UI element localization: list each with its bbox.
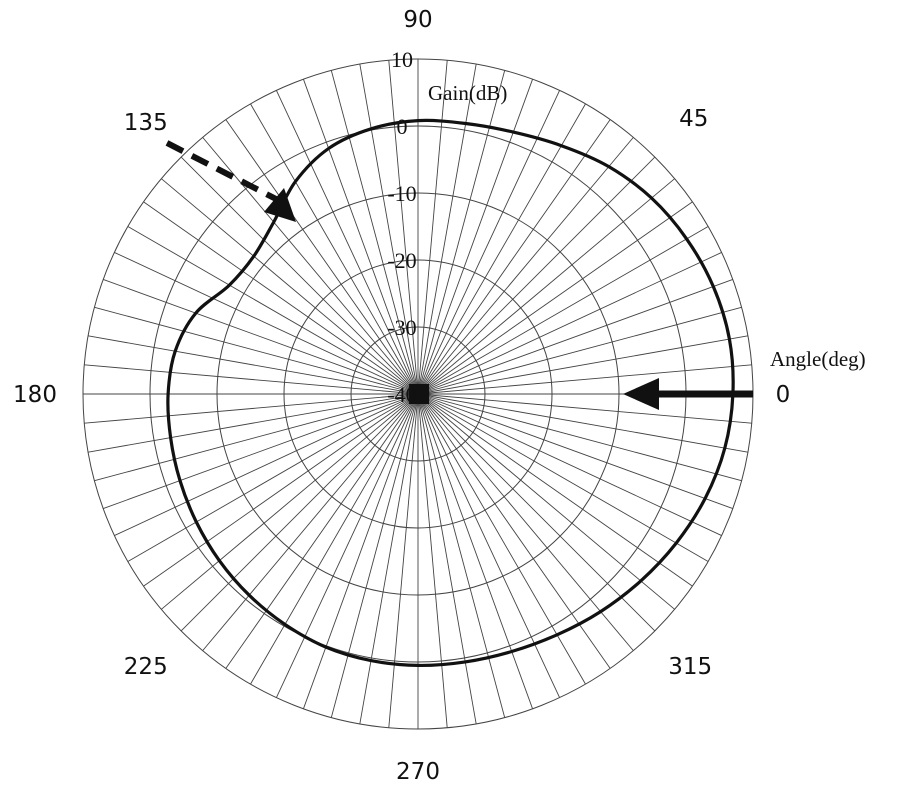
grid-spoke — [417, 306, 742, 395]
grid-ring — [216, 192, 620, 596]
grid-spoke — [114, 252, 419, 395]
angle-tick-label: 0 — [776, 382, 791, 408]
dashed-arrow-head — [264, 188, 296, 222]
grid-spoke — [417, 393, 675, 610]
grid-spoke — [225, 119, 419, 395]
grid-spoke — [417, 156, 656, 395]
angle-tick-label: 135 — [124, 110, 168, 136]
radial-tick-label: -20 — [387, 248, 416, 273]
grid-spoke — [417, 364, 752, 395]
grid-ring — [283, 259, 553, 529]
grid-spoke — [103, 393, 419, 509]
angular-axis-title: Angle(deg) — [770, 347, 866, 371]
grid-spoke — [417, 335, 748, 395]
grid-spokes — [83, 59, 753, 729]
grid-spoke — [180, 156, 419, 395]
grid-spoke — [417, 393, 506, 718]
radial-tick-label: 10 — [391, 47, 413, 72]
grid-spoke — [417, 137, 634, 395]
grid-spoke — [330, 70, 419, 395]
grid-spoke — [417, 64, 477, 395]
grid-spoke — [143, 201, 419, 395]
grid-spoke — [417, 393, 448, 728]
grid-spoke — [161, 393, 419, 610]
grid-spoke — [127, 393, 419, 562]
grid-spoke — [417, 393, 722, 536]
grid-spoke — [417, 279, 733, 395]
grid-spoke — [202, 393, 419, 651]
grid-spoke — [88, 393, 419, 453]
grid-spoke — [417, 393, 748, 453]
grid-spoke — [114, 393, 419, 536]
grid-spoke — [276, 90, 419, 395]
grid-spoke — [88, 335, 419, 395]
annotation-layer — [165, 140, 753, 410]
grid-spoke — [276, 393, 419, 698]
grid-spoke — [303, 79, 419, 395]
angle-tick-label: 315 — [668, 654, 712, 680]
radial-tick-labels: 10 0 -10 -20 -30 -40 — [387, 47, 416, 407]
grid-spoke — [303, 393, 419, 709]
grid-spoke — [250, 393, 419, 685]
grid-spoke — [417, 393, 656, 632]
grid-spoke — [84, 364, 419, 395]
solid-arrow-head — [623, 378, 659, 410]
grid-spoke — [417, 393, 533, 709]
angle-tick-label: 270 — [396, 759, 440, 785]
angle-tick-label: 45 — [679, 106, 708, 132]
grid-spoke — [417, 393, 560, 698]
grid-spoke — [417, 393, 733, 509]
dashed-arrow-shaft — [165, 140, 280, 203]
grid-spoke — [417, 119, 611, 395]
grid-spoke — [359, 64, 419, 395]
grid-spoke — [417, 252, 722, 395]
grid-spoke — [103, 279, 419, 395]
grid-spoke — [417, 393, 611, 669]
angle-tick-label: 180 — [13, 382, 57, 408]
angle-tick-label: 90 — [403, 7, 432, 33]
angle-tick-label: 225 — [124, 654, 168, 680]
grid-spoke — [417, 393, 709, 562]
angle-tick-labels: 0 45 90 135 180 225 270 315 — [13, 7, 790, 785]
grid-spoke — [359, 393, 419, 724]
grid-ring — [350, 326, 486, 462]
grid-spoke — [202, 137, 419, 395]
grid-spoke — [417, 393, 634, 651]
grid-spoke — [127, 226, 419, 395]
grid-spoke — [417, 178, 675, 395]
series-layer — [166, 118, 735, 668]
grid-spoke — [225, 393, 419, 669]
grid-spoke — [417, 60, 448, 395]
radial-tick-label: 0 — [397, 114, 408, 139]
center-marker — [409, 384, 429, 404]
grid-spoke — [417, 226, 709, 395]
grid-spoke — [161, 178, 419, 395]
grid-spoke — [417, 393, 742, 482]
grid-spoke — [417, 90, 560, 395]
radial-tick-label: -30 — [387, 315, 416, 340]
grid-spoke — [417, 393, 477, 724]
grid-spoke — [417, 70, 506, 395]
gain-pattern-line — [166, 118, 735, 668]
grid-spoke — [388, 393, 419, 728]
grid-spoke — [417, 201, 693, 395]
grid-spoke — [250, 103, 419, 395]
radial-tick-label: -40 — [387, 382, 416, 407]
grid-spoke — [143, 393, 419, 587]
grid-spoke — [417, 103, 586, 395]
grid-spoke — [94, 393, 419, 482]
grid-spoke — [388, 60, 419, 395]
grid-spoke — [94, 306, 419, 395]
grid-spoke — [180, 393, 419, 632]
grid-spoke — [84, 393, 419, 424]
radial-axis-title: Gain(dB) — [428, 81, 507, 105]
radial-tick-label: -10 — [387, 181, 416, 206]
grid-spoke — [417, 393, 752, 424]
grid-spoke — [417, 393, 693, 587]
grid-spoke — [330, 393, 419, 718]
